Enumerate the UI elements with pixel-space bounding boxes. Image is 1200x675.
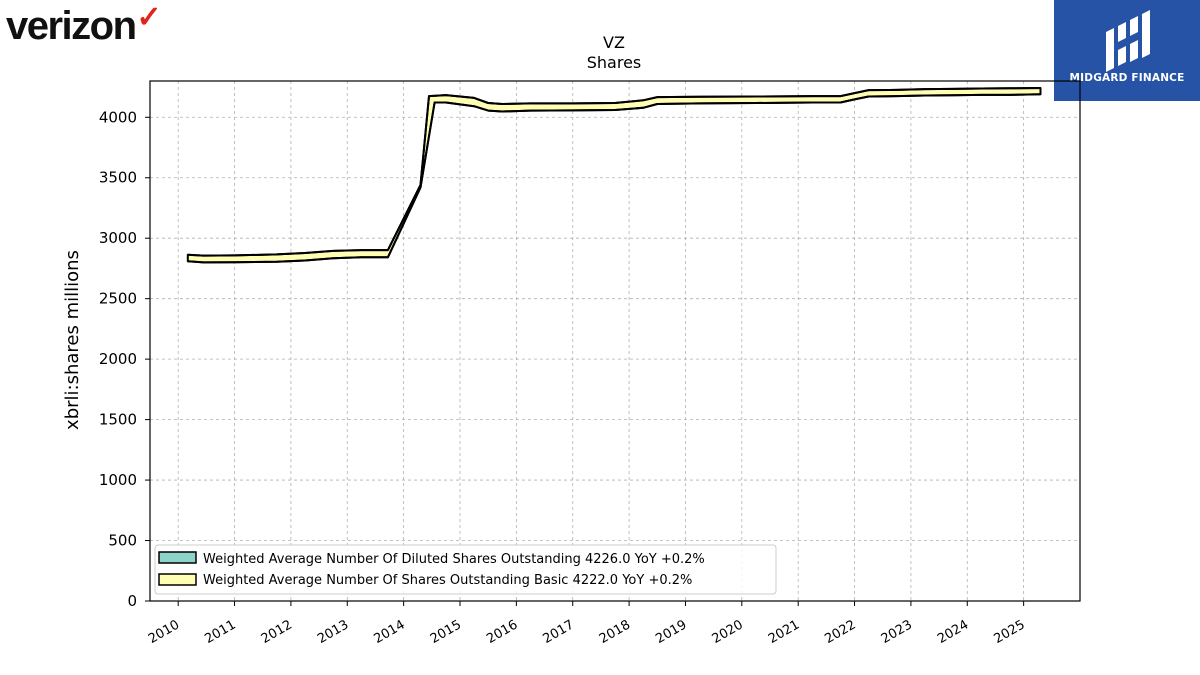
y-tick-label: 0 xyxy=(127,592,137,610)
x-tick-label: 2011 xyxy=(202,617,238,647)
y-tick-label: 4000 xyxy=(99,108,137,126)
x-tick-label: 2012 xyxy=(259,617,295,647)
verizon-logo-text: verizon xyxy=(6,4,137,48)
legend-entry-diluted: Weighted Average Number Of Diluted Share… xyxy=(203,552,705,567)
series-group xyxy=(186,87,1042,264)
x-tick-label: 2010 xyxy=(146,617,182,647)
x-tick-label: 2013 xyxy=(315,617,351,647)
legend-swatch-diluted xyxy=(158,551,197,564)
series-band xyxy=(186,87,1042,264)
legend-entry-basic: Weighted Average Number Of Shares Outsta… xyxy=(203,573,692,588)
series-line-1 xyxy=(187,93,1041,264)
series-line-0 xyxy=(187,87,1041,257)
x-tick-label: 2020 xyxy=(710,617,746,647)
y-tick-label: 1500 xyxy=(99,411,137,429)
checkmark-icon: ✓ xyxy=(136,1,162,34)
y-tick-label: 3000 xyxy=(99,229,137,247)
x-tick-label: 2017 xyxy=(541,617,577,647)
verizon-logo: verizon✓ xyxy=(6,0,162,56)
grid xyxy=(150,81,1080,602)
y-tick-label: 3500 xyxy=(99,169,137,187)
y-tick-label: 500 xyxy=(108,532,137,550)
y-tick-label: 2000 xyxy=(99,350,137,368)
x-tick-label: 2025 xyxy=(991,617,1027,647)
x-tick-label: 2024 xyxy=(935,617,971,647)
x-tick-label: 2023 xyxy=(879,617,915,647)
y-tick-label: 1000 xyxy=(99,471,137,489)
chart-subtitle: Shares xyxy=(587,53,642,72)
x-tick-label: 2016 xyxy=(484,617,520,647)
legend-box xyxy=(154,544,777,595)
x-tick-label: 2015 xyxy=(428,617,464,647)
y-tick-label: 2500 xyxy=(99,290,137,308)
chart-title: VZ xyxy=(603,33,625,52)
x-tick-label: 2014 xyxy=(371,617,407,647)
x-tick-label: 2019 xyxy=(653,617,689,647)
plot-frame xyxy=(149,80,1081,602)
midgard-mark-icon xyxy=(1106,10,1150,72)
midgard-logo-text: MIDGARD FINANCE xyxy=(1069,72,1185,84)
x-tick-label: 2021 xyxy=(766,617,802,647)
x-tick-label: 2022 xyxy=(822,617,858,647)
y-axis-label: xbrli:shares millions xyxy=(62,250,83,430)
legend: Weighted Average Number Of Diluted Share… xyxy=(154,544,777,595)
midgard-finance-logo: MIDGARD FINANCE xyxy=(1054,0,1200,101)
x-tick-label: 2018 xyxy=(597,617,633,647)
legend-swatch-basic xyxy=(158,573,197,586)
